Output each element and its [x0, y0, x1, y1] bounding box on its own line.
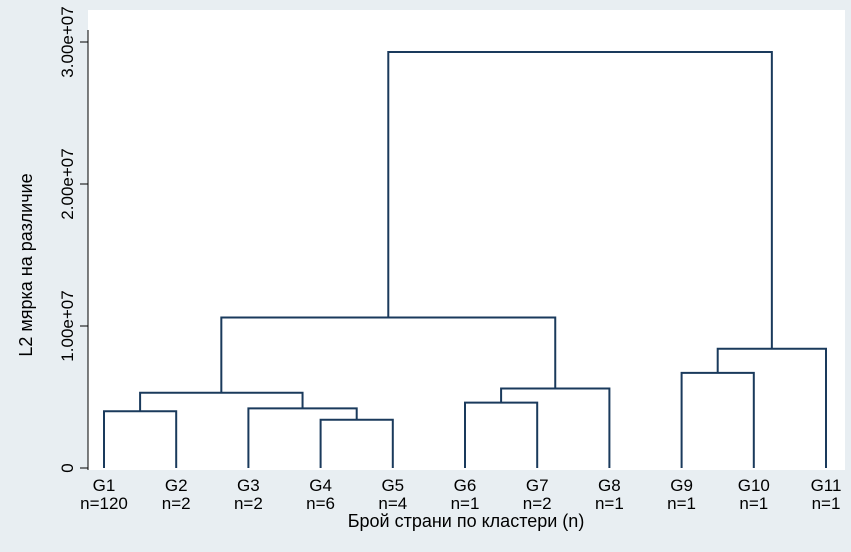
leaf-group-label: G7 [526, 476, 549, 495]
leaf-group-label: G1 [93, 476, 116, 495]
leaf-count-label: n=6 [306, 494, 335, 513]
y-axis-ticks: 0 1.00e+07 2.00e+07 3.00e+07 [58, 6, 88, 473]
dendrogram-link [387, 50, 773, 349]
leaf-group-label: G10 [738, 476, 770, 495]
y-tick-label: 3.00e+07 [58, 6, 77, 77]
leaf-count-label: n=2 [234, 494, 263, 513]
plot-area [88, 10, 845, 470]
x-axis-leaf-labels: G1n=120G2n=2G3n=2G4n=6G5n=4G6n=1G7n=2G8n… [80, 476, 841, 513]
leaf-count-label: n=2 [523, 494, 552, 513]
leaf-count-label: n=120 [80, 494, 128, 513]
leaf-group-label: G6 [454, 476, 477, 495]
leaf-count-label: n=1 [739, 494, 768, 513]
leaf-group-label: G4 [309, 476, 332, 495]
leaf-group-label: G2 [165, 476, 188, 495]
leaf-group-label: G11 [811, 476, 842, 495]
y-axis-title: L2 мярка на различие [16, 173, 36, 356]
leaf-group-label: G9 [670, 476, 693, 495]
y-tick-label: 1.00e+07 [58, 290, 77, 361]
leaf-count-label: n=1 [812, 494, 841, 513]
x-axis-title: Брой страни по кластери (n) [348, 511, 585, 531]
leaf-count-label: n=4 [378, 494, 407, 513]
y-tick-label: 2.00e+07 [58, 148, 77, 219]
dendrogram-links [103, 50, 827, 468]
leaf-group-label: G5 [381, 476, 404, 495]
y-tick-label: 0 [58, 463, 77, 472]
leaf-group-label: G8 [598, 476, 621, 495]
leaf-count-label: n=1 [451, 494, 480, 513]
leaf-group-label: G3 [237, 476, 260, 495]
leaf-count-label: n=2 [162, 494, 191, 513]
leaf-count-label: n=1 [595, 494, 624, 513]
leaf-count-label: n=1 [667, 494, 696, 513]
